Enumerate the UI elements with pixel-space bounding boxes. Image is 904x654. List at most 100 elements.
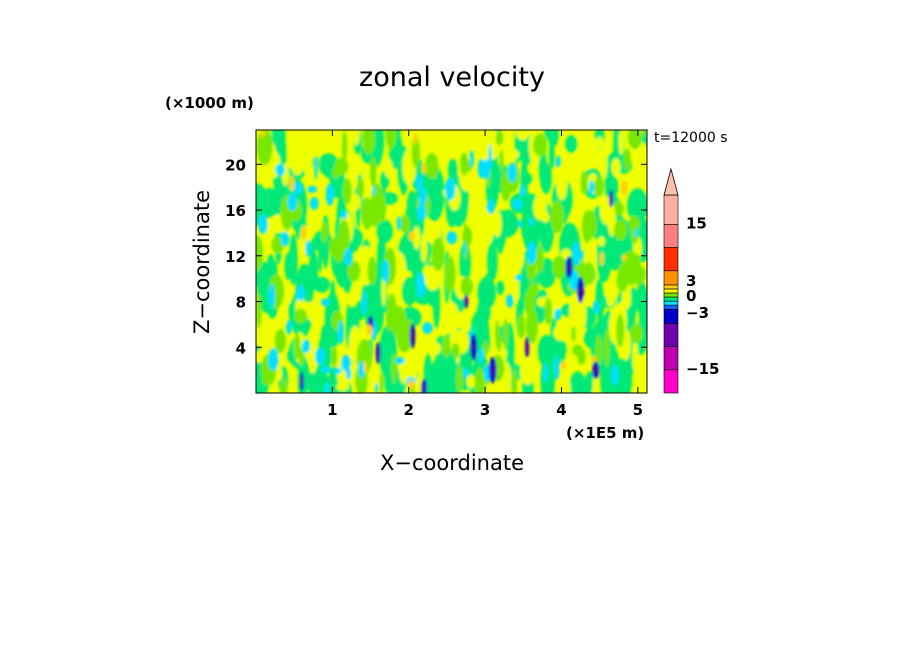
- y-unit-label: (×1000 m): [165, 94, 254, 112]
- field-patch: [476, 298, 491, 325]
- field-patch: [415, 173, 423, 192]
- field-patch: [550, 315, 557, 360]
- field-patch: [413, 226, 421, 250]
- field-patch: [337, 320, 344, 345]
- field-patch: [506, 266, 515, 280]
- colorbar-swatch: [663, 296, 679, 302]
- field-patch: [395, 356, 406, 365]
- field-patch: [621, 286, 632, 310]
- field-patch: [370, 205, 381, 228]
- field-patch: [579, 285, 582, 295]
- field-patch: [509, 240, 525, 273]
- field-patch: [517, 313, 526, 339]
- field-patch: [572, 241, 582, 266]
- field-patch: [592, 300, 600, 314]
- field-patch: [616, 313, 625, 348]
- field-patch: [376, 219, 393, 244]
- field-patch: [358, 361, 365, 379]
- field-patch: [595, 334, 603, 367]
- field-patch: [289, 233, 298, 286]
- colorbar-swatch: [663, 346, 679, 371]
- field-patch: [554, 308, 562, 321]
- field-patch: [439, 371, 461, 393]
- field-patch: [514, 130, 519, 166]
- y-tick-label: 8: [236, 294, 246, 312]
- field-patch: [491, 363, 494, 377]
- field-patch: [347, 261, 361, 282]
- field-patch: [337, 219, 350, 256]
- field-patch: [610, 194, 613, 203]
- field-patch: [289, 175, 295, 192]
- field-patch: [353, 130, 360, 146]
- field-patch: [469, 198, 477, 216]
- field-patch: [470, 136, 478, 149]
- field-patch: [421, 162, 427, 174]
- field-patch: [496, 332, 502, 353]
- field-patch: [377, 346, 380, 360]
- x-tick-label: 5: [633, 401, 643, 419]
- field-patch: [472, 344, 475, 351]
- field-patch: [465, 296, 468, 307]
- field-patch: [334, 157, 349, 176]
- colorbar-swatch: [663, 270, 679, 286]
- field-patch: [582, 210, 592, 244]
- field-patch: [577, 348, 586, 365]
- field-patch: [342, 177, 352, 205]
- colorbar-extend-arrow: [663, 167, 679, 196]
- field-patch: [357, 178, 365, 197]
- field-patch: [568, 262, 571, 272]
- field-patch: [313, 276, 330, 293]
- field-patch: [256, 293, 262, 328]
- field-patch: [568, 371, 587, 393]
- field-patch: [561, 360, 566, 370]
- field-patch: [518, 219, 522, 228]
- field-patch: [298, 346, 305, 367]
- field-patch: [588, 179, 595, 196]
- field-patch: [391, 305, 407, 339]
- field-patch: [515, 274, 523, 281]
- field-patch: [294, 332, 300, 360]
- colorbar-swatch: [663, 304, 679, 310]
- field-patch: [550, 200, 564, 234]
- field-patch: [512, 199, 523, 210]
- field-patch: [274, 170, 282, 224]
- field-patch: [456, 365, 463, 393]
- field-patch: [507, 162, 517, 183]
- field-patch: [378, 192, 386, 223]
- field-patch: [407, 379, 415, 390]
- field-patch: [425, 152, 439, 179]
- colorbar-tick-label: 0: [686, 287, 696, 305]
- field-patch: [384, 159, 393, 178]
- field-patch: [451, 342, 460, 359]
- field-patch: [402, 277, 417, 306]
- field-patch: [614, 219, 627, 241]
- field-patch: [429, 342, 442, 355]
- field-patch: [499, 148, 504, 174]
- field-patch: [634, 228, 638, 238]
- field-patch: [580, 138, 597, 169]
- field-patch: [320, 324, 329, 350]
- field-patch: [446, 231, 458, 245]
- field-patch: [519, 184, 526, 197]
- x-axis: 1 2 3 4 5: [327, 130, 643, 419]
- field-patch: [399, 215, 410, 233]
- colorbar-swatch: [663, 194, 679, 225]
- field-patch: [287, 193, 298, 211]
- field-patch: [385, 130, 397, 150]
- field-patch: [571, 325, 576, 342]
- field-patch: [336, 382, 350, 391]
- field-patch: [488, 144, 492, 171]
- field-patch: [469, 150, 474, 168]
- colorbar-swatch: [663, 292, 679, 298]
- colorbar-swatch: [663, 288, 679, 294]
- field-patch: [294, 308, 307, 324]
- field-patch: [342, 130, 348, 162]
- field-patch: [369, 157, 377, 187]
- field-patch: [411, 135, 420, 168]
- x-tick-label: 1: [327, 401, 337, 419]
- field-patch: [431, 237, 445, 271]
- field-patch: [532, 133, 548, 157]
- field-patch: [379, 371, 384, 393]
- colorbar-tick-label: 3: [686, 272, 696, 290]
